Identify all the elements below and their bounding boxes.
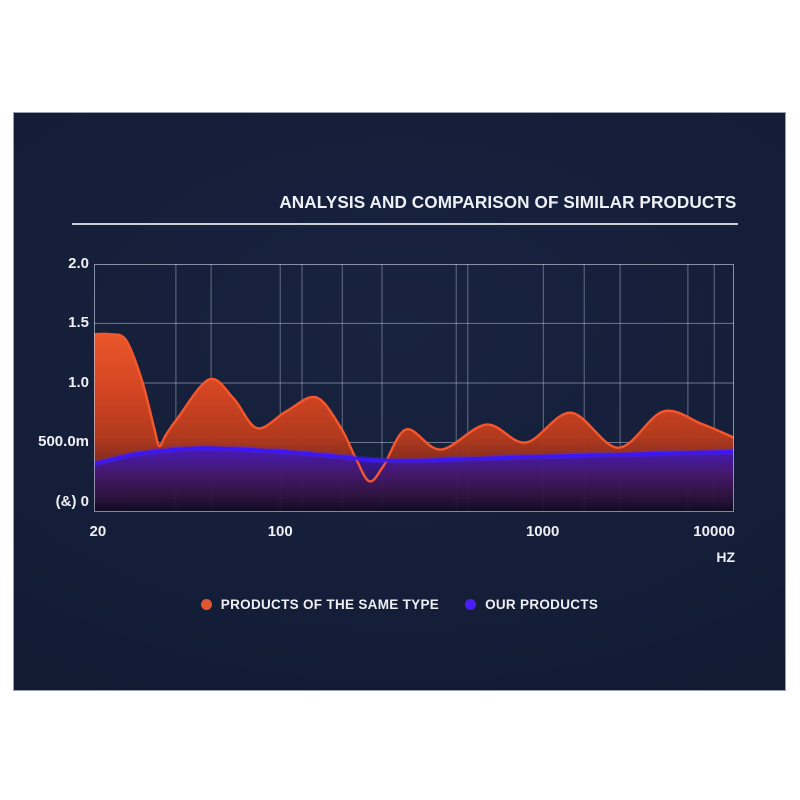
legend-dot-orange [200, 598, 212, 610]
chart-title: ANALYSIS AND COMPARISON OF SIMILAR PRODU… [278, 192, 736, 212]
y-tick-label: 1.0 [68, 373, 89, 391]
legend-label: PRODUCTS OF THE SAME TYPE [220, 596, 440, 612]
legend-item-same-type: PRODUCTS OF THE SAME TYPE [200, 596, 440, 612]
y-tick-label: 500.0m [38, 433, 89, 451]
x-axis-unit-label: HZ [716, 549, 735, 565]
x-tick-label: 20 [89, 523, 107, 540]
legend-dot-blue [465, 598, 477, 610]
title-underline [72, 223, 738, 225]
y-tick-label: 1.5 [68, 314, 89, 332]
x-tick-label: 100 [267, 523, 293, 540]
y-tick-label: 2.0 [68, 254, 89, 272]
plot-area [94, 264, 734, 512]
x-tick-label: 10000 [693, 523, 736, 540]
chart-panel: ANALYSIS AND COMPARISON OF SIMILAR PRODU… [13, 112, 786, 691]
x-tick-label: 1000 [525, 523, 560, 540]
chart-svg [94, 264, 734, 512]
legend-item-our-products: OUR PRODUCTS [465, 597, 598, 612]
legend: PRODUCTS OF THE SAME TYPE OUR PRODUCTS [14, 594, 785, 614]
y-tick-label: (&) 0 [55, 493, 89, 510]
legend-label: OUR PRODUCTS [485, 596, 599, 612]
